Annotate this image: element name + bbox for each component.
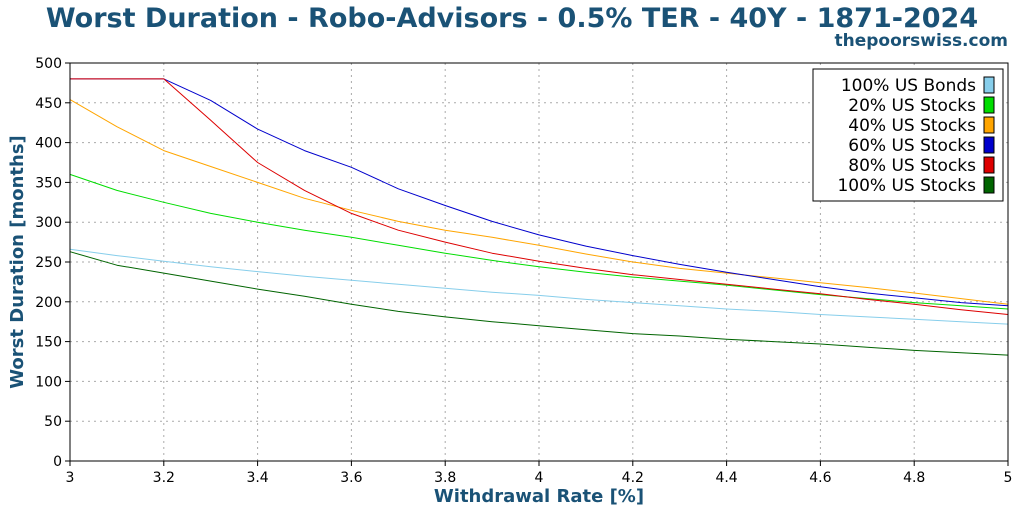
series-line [69, 99, 1009, 305]
legend-label: 100% US Bonds [841, 76, 976, 96]
y-axis-label: Worst Duration [months] [7, 135, 28, 389]
y-tick-label: 0 [53, 454, 62, 470]
y-tick-label: 300 [35, 215, 62, 231]
y-tick-label: 100 [35, 374, 62, 390]
y-tick-label: 500 [35, 56, 62, 72]
x-tick-label: 3.8 [434, 470, 456, 486]
series-line [69, 251, 1009, 356]
legend-label: 60% US Stocks [848, 136, 976, 156]
legend-swatch [983, 176, 995, 194]
x-tick-label: 5 [1004, 470, 1013, 486]
y-tick-label: 50 [44, 414, 62, 430]
series-line [69, 248, 1009, 325]
x-tick-label: 4 [535, 470, 544, 486]
x-tick-label: 4.2 [622, 470, 644, 486]
x-tick-label: 3 [66, 470, 75, 486]
y-tick-label: 250 [35, 255, 62, 271]
legend-swatch [983, 76, 995, 94]
x-tick-label: 4.6 [809, 470, 831, 486]
chart-subtitle: thepoorswiss.com [835, 31, 1009, 51]
x-tick-label: 4.8 [903, 470, 925, 486]
legend-swatch [983, 96, 995, 114]
chart-title: Worst Duration - Robo-Advisors - 0.5% TE… [46, 3, 978, 34]
y-tick-label: 350 [35, 175, 62, 191]
series-line [70, 78, 1009, 307]
x-tick-label: 3.4 [246, 470, 268, 486]
y-tick-label: 450 [35, 96, 62, 112]
legend-label: 20% US Stocks [848, 96, 976, 116]
legend-swatch [983, 156, 995, 174]
axis-ticks: 0 50 100 150 200 250 300 350 400 450 500 3 3.2 3.4 3.6… [35, 56, 1012, 486]
series-line [70, 78, 1009, 315]
x-tick-label: 4.4 [715, 470, 737, 486]
x-axis-label: Withdrawal Rate [%] [434, 486, 644, 507]
y-tick-label: 150 [35, 335, 62, 351]
y-tick-label: 400 [35, 136, 62, 152]
x-tick-label: 3.2 [153, 470, 175, 486]
legend-label: 40% US Stocks [848, 116, 976, 136]
series-lines [69, 78, 1009, 356]
x-tick-label: 3.6 [340, 470, 362, 486]
legend-swatch [983, 116, 995, 134]
legend-label: 80% US Stocks [848, 156, 976, 176]
legend-box [812, 68, 1004, 202]
legend-swatch [983, 136, 995, 154]
legend-label: 100% US Stocks [837, 176, 976, 196]
y-tick-label: 200 [35, 295, 62, 311]
